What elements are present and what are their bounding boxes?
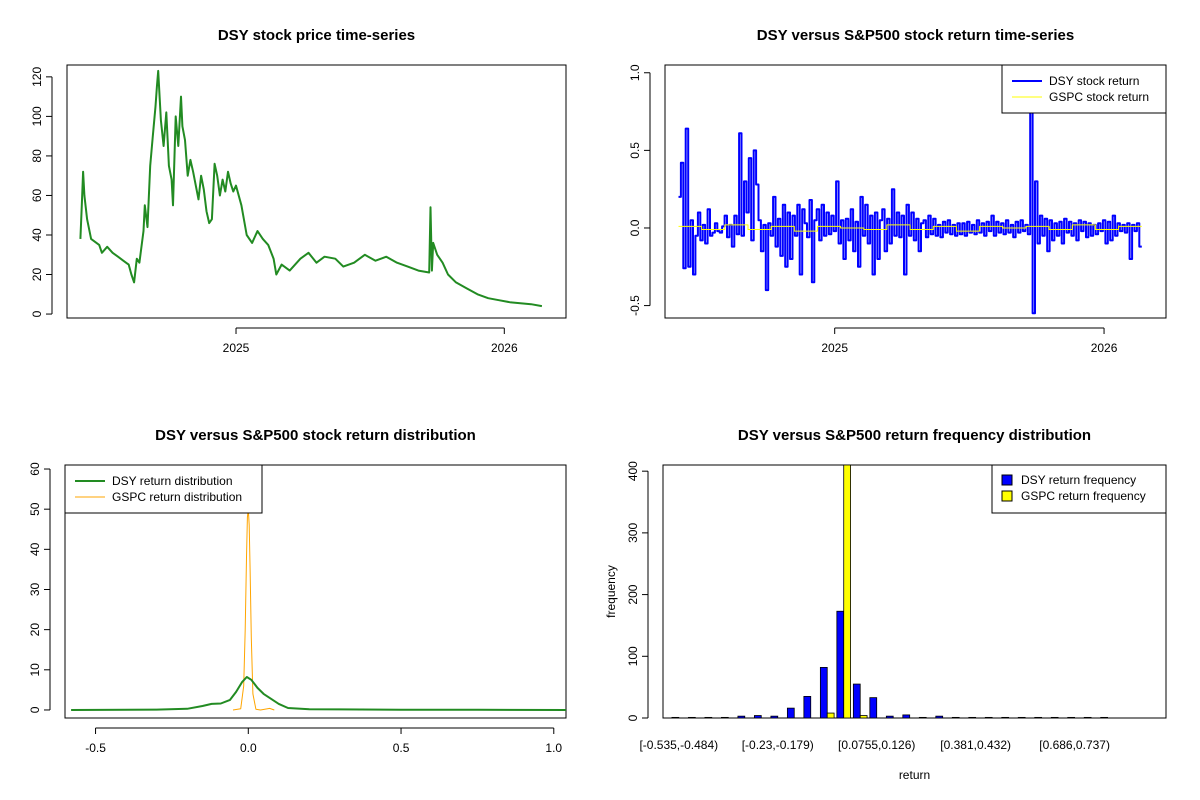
- dsy-return-line: [678, 110, 1142, 315]
- y-tick-label: 0.0: [628, 219, 642, 236]
- y-tick-label: -0.5: [628, 295, 642, 316]
- y-tick-label: 0: [28, 706, 42, 713]
- legend-swatch: [1001, 490, 1013, 502]
- chart-title: DSY versus S&P500 return frequency distr…: [738, 427, 1091, 444]
- x-tick-label: [0.381,0.432): [940, 738, 1011, 752]
- dsy-frequency-bar: [902, 714, 911, 718]
- y-tick-label: 40: [28, 542, 42, 556]
- legend-label: GSPC return frequency: [1021, 489, 1146, 503]
- price-line: [79, 69, 543, 308]
- dsy-frequency-bar: [770, 715, 779, 718]
- dsy-frequency-bar: [786, 707, 795, 718]
- dsy-frequency-bar: [671, 716, 680, 718]
- y-tick-label: 40: [30, 228, 44, 242]
- x-tick-label: 1.0: [545, 741, 562, 755]
- legend-swatch: [1001, 474, 1013, 486]
- chart-title: DSY versus S&P500 stock return time-seri…: [757, 27, 1074, 44]
- dsy-frequency-bar: [803, 696, 812, 718]
- legend-label: DSY return distribution: [112, 474, 233, 488]
- dsy-frequency-bar: [1034, 716, 1043, 718]
- dsy-frequency-bar: [852, 683, 861, 718]
- dsy-frequency-bar: [984, 716, 993, 718]
- dsy-frequency-bar: [885, 715, 894, 718]
- legend-box: [991, 464, 1167, 514]
- legend-label: GSPC return distribution: [112, 490, 242, 504]
- dsy-frequency-bar: [1050, 716, 1059, 718]
- y-tick-label: 20: [28, 623, 42, 637]
- y-tick-label: 80: [30, 149, 44, 163]
- dsy-frequency-bar: [1001, 716, 1010, 718]
- x-tick-label: 0.5: [393, 741, 410, 755]
- legend-label: DSY return frequency: [1021, 473, 1136, 487]
- dsy-frequency-bar: [688, 716, 696, 718]
- y-tick-label: 120: [30, 67, 44, 87]
- dsy-frequency-bar: [918, 716, 927, 718]
- y-tick-label: 400: [626, 461, 640, 481]
- y-tick-label: 10: [28, 663, 42, 677]
- dsy-frequency-bar: [1017, 716, 1026, 718]
- x-tick-label: [0.0755,0.126): [838, 738, 915, 752]
- y-tick-label: 20: [30, 268, 44, 282]
- dsy-frequency-bar: [753, 715, 762, 718]
- dsy-frequency-bar: [721, 716, 729, 718]
- y-tick-label: 100: [30, 106, 44, 126]
- dsy-density-line: [71, 676, 566, 711]
- gspc-frequency-bar: [859, 715, 868, 718]
- y-tick-label: 200: [626, 584, 640, 604]
- dsy-frequency-bar: [1067, 716, 1076, 718]
- dsy-frequency-bar: [1083, 716, 1092, 718]
- dsy-frequency-bar: [737, 715, 746, 718]
- y-tick-label: 300: [626, 523, 640, 543]
- legend-label: DSY stock return: [1049, 74, 1139, 88]
- legend-box: [64, 464, 263, 514]
- x-tick-label: -0.5: [85, 741, 106, 755]
- gspc-frequency-bar: [843, 465, 851, 718]
- chart-title: DSY stock price time-series: [218, 27, 415, 44]
- x-tick-label: 0.0: [240, 741, 257, 755]
- y-tick-label: 0: [626, 714, 640, 721]
- x-tick-label: 2025: [821, 341, 848, 355]
- x-tick-label: 2025: [223, 341, 250, 355]
- y-tick-label: 60: [30, 188, 44, 202]
- dsy-frequency-bar: [836, 610, 845, 718]
- y-axis-label: frequency: [604, 565, 618, 618]
- y-tick-label: 50: [28, 502, 42, 516]
- y-tick-label: 100: [626, 646, 640, 666]
- gspc-return-line: [678, 224, 1142, 232]
- x-tick-label: [-0.23,-0.179): [742, 738, 814, 752]
- y-tick-label: 0.5: [628, 142, 642, 159]
- legend-label: GSPC stock return: [1049, 90, 1149, 104]
- dsy-frequency-bar: [935, 715, 944, 718]
- x-axis-label: return: [899, 768, 930, 782]
- y-tick-label: 60: [28, 462, 42, 476]
- y-tick-label: 0: [30, 310, 44, 317]
- legend-box: [1001, 64, 1167, 114]
- dsy-frequency-bar: [869, 697, 878, 718]
- x-tick-label: [0.686,0.737): [1039, 738, 1110, 752]
- y-tick-label: 1.0: [628, 64, 642, 81]
- x-tick-label: 2026: [1091, 341, 1118, 355]
- x-tick-label: [-0.535,-0.484): [639, 738, 718, 752]
- plot-frame: [66, 64, 567, 319]
- plot-frame: [664, 64, 1167, 319]
- plot-frame: [64, 464, 567, 719]
- dsy-frequency-bar: [819, 667, 828, 718]
- dsy-frequency-bar: [951, 716, 960, 718]
- gspc-density-line: [232, 508, 275, 711]
- dsy-frequency-bar: [1100, 716, 1108, 718]
- dsy-frequency-bar: [968, 716, 977, 718]
- chart-title: DSY versus S&P500 stock return distribut…: [155, 427, 476, 444]
- x-tick-label: 2026: [491, 341, 518, 355]
- y-tick-label: 30: [28, 582, 42, 596]
- dsy-frequency-bar: [704, 716, 713, 718]
- gspc-frequency-bar: [826, 712, 835, 718]
